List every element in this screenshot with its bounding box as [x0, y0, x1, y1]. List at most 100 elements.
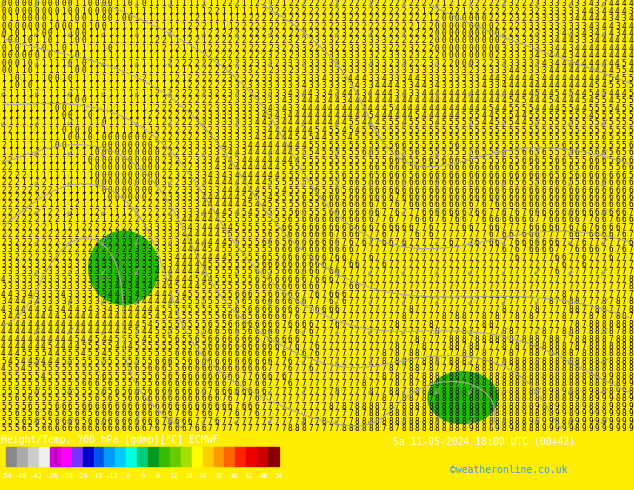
Text: 3: 3 [174, 208, 179, 217]
Text: 0: 0 [74, 126, 79, 135]
Text: 0: 0 [74, 14, 79, 23]
Text: 7: 7 [468, 312, 473, 321]
Text: 2: 2 [74, 245, 79, 254]
Text: 6: 6 [528, 208, 533, 217]
Text: 8: 8 [548, 335, 553, 343]
Text: 4: 4 [575, 51, 579, 60]
Text: 3: 3 [201, 186, 206, 195]
Text: 3: 3 [141, 230, 146, 239]
Text: 4: 4 [562, 44, 566, 53]
Text: 1: 1 [141, 103, 146, 113]
Text: 3: 3 [395, 89, 399, 98]
Text: 6: 6 [87, 379, 93, 388]
Text: 6: 6 [261, 387, 266, 396]
Text: 7: 7 [388, 342, 392, 351]
Text: 7: 7 [361, 282, 366, 292]
Text: 1: 1 [115, 89, 119, 98]
Text: 4: 4 [522, 111, 526, 120]
Text: 8: 8 [401, 424, 406, 433]
Text: 2: 2 [201, 59, 206, 68]
Text: 2: 2 [488, 59, 493, 68]
Text: 5: 5 [361, 133, 366, 143]
Text: 2: 2 [221, 44, 226, 53]
Text: 6: 6 [628, 215, 633, 224]
Text: 2: 2 [188, 156, 193, 165]
Text: 3: 3 [168, 193, 172, 202]
Text: 6: 6 [555, 156, 560, 165]
Text: 6: 6 [562, 193, 566, 202]
Text: 5: 5 [61, 372, 66, 381]
Text: 6: 6 [448, 200, 453, 209]
Text: 1: 1 [428, 14, 433, 23]
Text: 4: 4 [61, 290, 66, 299]
Text: 0: 0 [128, 193, 133, 202]
Text: 7: 7 [295, 372, 299, 381]
Text: 1: 1 [28, 89, 32, 98]
Text: 4: 4 [568, 66, 573, 75]
Text: 2: 2 [495, 14, 500, 23]
Text: 0: 0 [21, 0, 25, 8]
Text: 7: 7 [275, 387, 279, 396]
Text: 6: 6 [508, 215, 513, 224]
Text: 4: 4 [508, 89, 513, 98]
Text: 7: 7 [321, 290, 326, 299]
Text: 2: 2 [261, 44, 266, 53]
Text: 7: 7 [522, 208, 526, 217]
Text: 4: 4 [615, 36, 619, 46]
Text: 8: 8 [581, 335, 586, 343]
Text: 1: 1 [48, 66, 53, 75]
Text: 4: 4 [609, 89, 613, 98]
Text: 3: 3 [314, 74, 320, 83]
Text: 8: 8 [488, 365, 493, 373]
Text: 7: 7 [488, 297, 493, 306]
Text: 8: 8 [501, 342, 506, 351]
Text: 1: 1 [115, 81, 119, 90]
Text: 4: 4 [188, 252, 193, 262]
Text: 7: 7 [348, 275, 353, 284]
Text: 5: 5 [281, 171, 286, 180]
Text: 7: 7 [508, 238, 513, 246]
Text: 6: 6 [61, 424, 66, 433]
Text: 5: 5 [348, 119, 353, 127]
Text: 4: 4 [8, 319, 12, 329]
Text: 6: 6 [134, 394, 139, 403]
Text: 2: 2 [34, 186, 39, 195]
Text: 4: 4 [195, 230, 199, 239]
Text: 6: 6 [288, 357, 293, 366]
Text: 5: 5 [441, 126, 446, 135]
Text: 4: 4 [528, 96, 533, 105]
Text: 5: 5 [128, 327, 133, 336]
Text: 4: 4 [221, 178, 226, 187]
Text: 6: 6 [515, 193, 519, 202]
Text: 7: 7 [375, 245, 379, 254]
Text: 7: 7 [428, 275, 433, 284]
Text: 8: 8 [581, 357, 586, 366]
Text: 3: 3 [81, 275, 86, 284]
Text: 0: 0 [134, 171, 139, 180]
Text: 0: 0 [28, 7, 32, 16]
Text: 0: 0 [141, 186, 146, 195]
Text: 3: 3 [408, 81, 413, 90]
Text: 2: 2 [301, 22, 306, 30]
Text: 2: 2 [15, 193, 19, 202]
Text: 7: 7 [488, 282, 493, 292]
Text: 2: 2 [401, 29, 406, 38]
Text: 5: 5 [115, 394, 119, 403]
Text: 2: 2 [134, 230, 139, 239]
Text: 3: 3 [201, 171, 206, 180]
Text: 6: 6 [235, 372, 239, 381]
Text: 7: 7 [609, 260, 613, 269]
Text: 8: 8 [501, 327, 506, 336]
Text: 5: 5 [242, 245, 246, 254]
Text: 7: 7 [268, 365, 273, 373]
Text: 2: 2 [428, 0, 433, 8]
Text: 7: 7 [288, 394, 293, 403]
Text: 8: 8 [628, 282, 633, 292]
Text: 5: 5 [41, 416, 46, 425]
Text: 8: 8 [562, 349, 566, 359]
Text: 1: 1 [55, 29, 59, 38]
Text: 5: 5 [235, 245, 239, 254]
Text: 2: 2 [208, 74, 212, 83]
Text: 4: 4 [375, 89, 379, 98]
Text: 6: 6 [368, 163, 373, 172]
